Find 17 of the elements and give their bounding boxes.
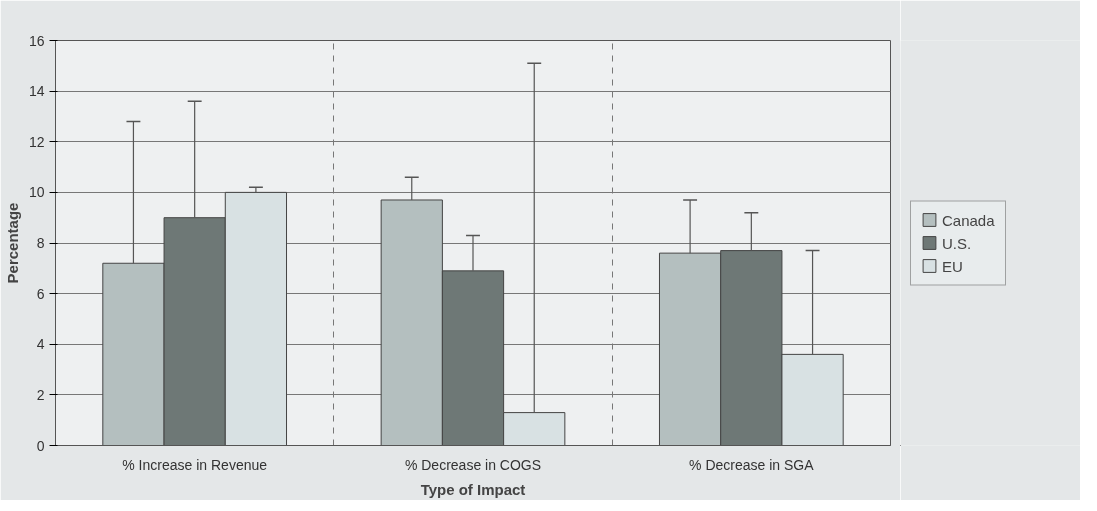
x-axis-title: Type of Impact — [420, 480, 526, 498]
y-tick-label: 2 — [36, 386, 45, 403]
y-tick-label: 6 — [36, 285, 45, 302]
y-tick-label: 4 — [36, 336, 45, 353]
y-tick-label: 10 — [28, 184, 45, 201]
legend-label: Canada — [942, 211, 995, 228]
x-tick-label: % Decrease in COGS — [404, 456, 542, 473]
legend-label: U.S. — [942, 234, 972, 251]
x-tick-label: % Increase in Revenue — [122, 456, 268, 473]
y-tick-label: 0 — [36, 437, 45, 454]
y-axis-title: Percentage — [3, 202, 21, 284]
y-tick-label: 12 — [28, 133, 45, 150]
legend-label: EU — [942, 257, 963, 274]
y-tick-label: 16 — [28, 32, 45, 49]
y-tick-label: 8 — [36, 235, 45, 251]
x-tick-label: % Decrease in SGA — [689, 456, 815, 473]
y-tick-label: 14 — [28, 83, 45, 100]
